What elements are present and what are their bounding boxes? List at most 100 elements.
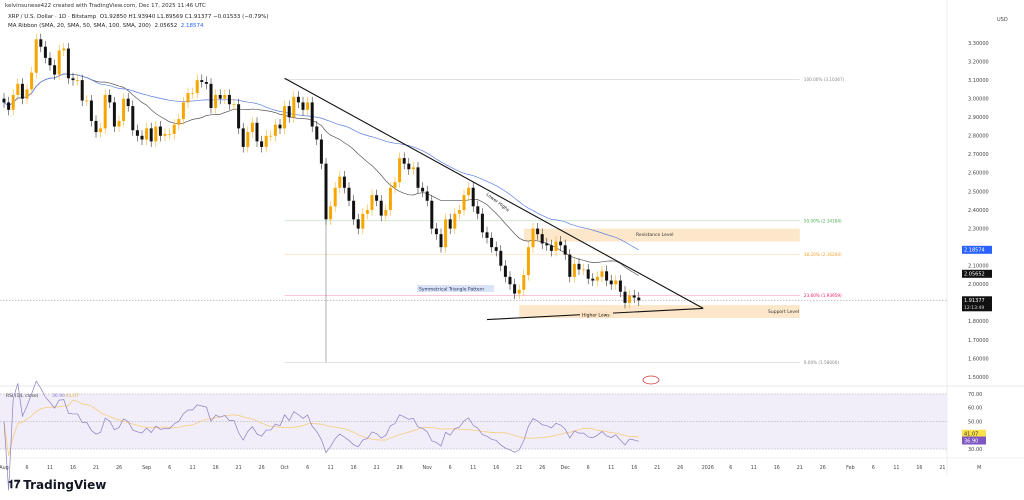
price-tick: 2.80000 [968,134,989,140]
candle [490,232,494,253]
symbol-name: XRP / U.S. Dollar · 1D · Bitstamp [8,14,97,20]
candle-body [218,94,222,99]
candle [623,286,627,309]
candle [480,208,484,238]
candle-body [287,106,291,118]
candle [163,128,167,142]
candle-body [89,100,93,121]
candle [66,43,70,84]
candle-body [582,269,586,271]
candle [30,67,34,95]
candle-body [186,93,190,103]
candle-body [536,228,540,235]
candle [338,171,342,194]
candle [94,115,98,138]
time-axis-label: 6 [306,465,309,471]
candle [591,273,595,287]
time-axis-label: 16 [351,465,357,471]
candle [16,78,20,101]
candle-body [273,124,277,136]
candle [99,122,103,138]
candle [513,278,517,300]
ma-legend[interactable]: MA Ribbon (SMA, 20, SMA, 50, SMA, 100, S… [8,23,203,29]
higher-lows-label: Higher Lows [582,313,610,319]
candle [508,271,512,290]
time-axis-label: 11 [893,465,899,471]
candle-body [329,206,333,220]
fib-level-label: 50.00% (2.34184) [804,219,842,224]
candle-body [223,94,227,99]
candle-body [609,280,613,285]
candle-body [200,80,204,82]
candle [149,122,153,147]
candle [361,208,365,235]
candle [103,89,107,134]
resistance-zone [523,228,800,242]
price-tick: 1.80000 [968,319,989,325]
candle-body [444,219,448,248]
candle-body [246,132,250,147]
candle-body [117,120,121,127]
candle [536,223,540,240]
time-axis-label: 16 [213,465,219,471]
candle [25,83,29,105]
candle [227,89,231,110]
candle-body [338,176,342,188]
candle [306,96,310,116]
candle [540,228,544,250]
candle-body [34,39,38,73]
candle [618,275,622,298]
candle [11,89,15,116]
candle-body [554,241,558,251]
time-axis-label: Feb [846,465,855,471]
candle [181,96,185,125]
candle-body [191,93,195,94]
time-axis-label: 16 [493,465,499,471]
sma-20-line [3,73,639,276]
candle-body [310,102,314,127]
candle-body [85,100,89,102]
candle [379,195,383,222]
candle-body [80,80,84,101]
candle-body [600,271,604,277]
candle [559,236,563,251]
rsi-value-badge [962,436,986,445]
candle-body [195,80,199,94]
price-tick: 2.40000 [968,208,989,214]
candle-body [568,254,572,277]
candle-body [462,195,466,211]
candle [476,200,480,220]
candle [237,98,241,134]
time-axis-label: Dec [561,465,571,471]
candle [62,43,66,56]
candle [292,91,296,123]
candle-body [513,284,517,294]
time-axis-label: 21 [374,465,380,471]
candle-body [526,247,530,275]
candle-body [204,81,208,84]
candle [126,93,130,112]
candle-body [503,265,507,277]
candle [195,74,199,99]
candle-body [181,102,185,120]
candle [411,161,415,175]
candle-body [296,96,300,103]
candle [34,33,38,79]
candle [223,89,227,105]
candle [398,152,402,188]
candle-body [632,295,636,298]
candle-body [20,83,24,99]
candle [246,126,250,153]
candle-body [361,213,365,229]
candle [278,119,282,134]
candle [503,260,507,283]
candle-body [545,243,549,246]
candle-body [375,195,379,201]
sma-50-line [3,73,639,251]
candle [430,195,434,235]
tradingview-logo: 𝟏𝟕 TradingView [8,478,106,492]
symbol-legend[interactable]: XRP / U.S. Dollar · 1D · Bitstamp O1.928… [8,14,269,20]
time-axis-label: 21 [797,465,803,471]
candle-body [71,78,75,81]
